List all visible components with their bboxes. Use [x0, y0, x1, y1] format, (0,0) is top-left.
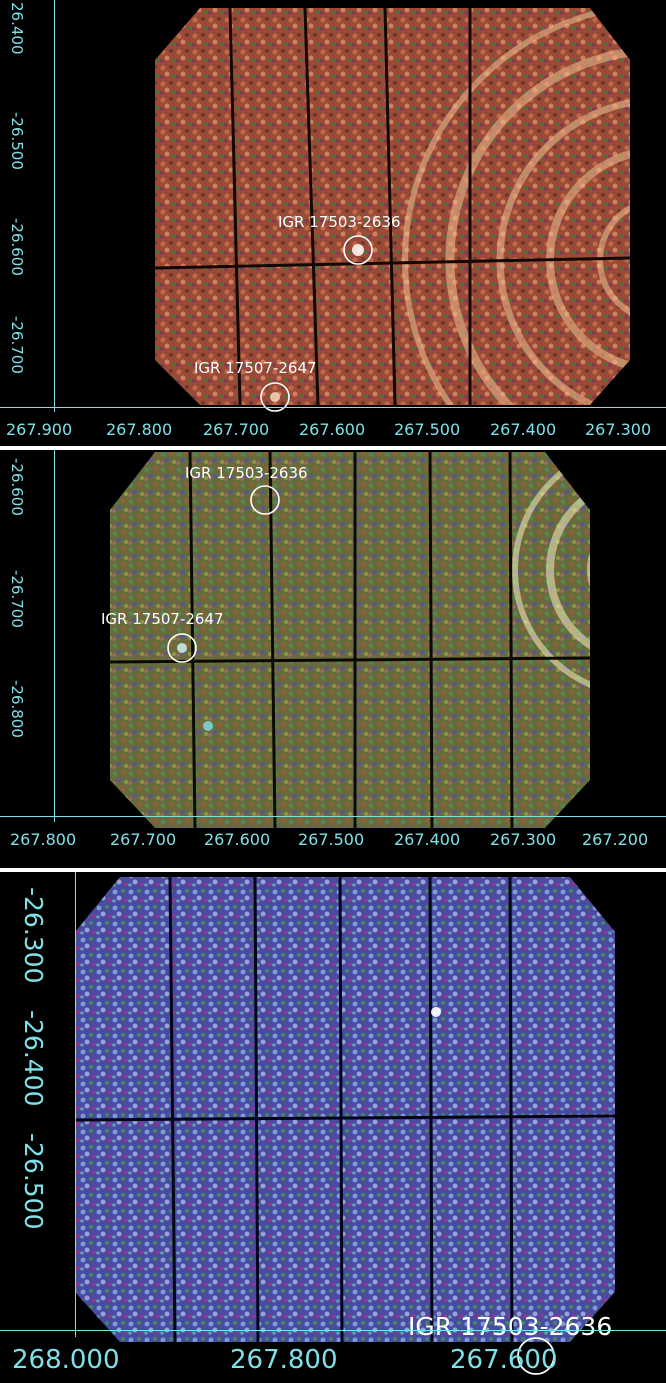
xray-image-panel-3 [75, 877, 615, 1375]
y-tick-label: -26.300 [19, 887, 48, 984]
source-circle-a [250, 485, 280, 515]
x-tick-label: 267.800 [10, 830, 77, 849]
y-axis-line [54, 0, 55, 412]
detector-field [75, 877, 615, 1342]
y-axis-line [54, 450, 55, 822]
detector-field [110, 452, 590, 828]
x-tick-label: 267.700 [203, 420, 270, 439]
y-tick-label: -26.600 [8, 218, 26, 276]
x-axis-line [0, 1330, 666, 1331]
source-label: IGR 17503-2636 [408, 1312, 613, 1341]
x-tick-label: 267.600 [299, 420, 366, 439]
x-tick-label: 267.400 [394, 830, 461, 849]
xray-image-panel-2 [110, 452, 590, 828]
x-tick-label: 267.300 [490, 830, 557, 849]
x-tick-label: 267.300 [585, 420, 652, 439]
x-tick-label: 267.500 [298, 830, 365, 849]
x-tick-label: 267.800 [230, 1345, 338, 1375]
y-tick-label: -26.400 [19, 1010, 48, 1107]
chip-gaps [155, 8, 630, 405]
y-axis-line [75, 872, 76, 1337]
x-tick-label: 268.000 [12, 1345, 120, 1375]
y-tick-label: -26.700 [8, 316, 26, 374]
x-axis-line [0, 816, 666, 817]
y-tick-label: -26.600 [8, 458, 26, 516]
source-circle-b [260, 382, 290, 412]
x-tick-label: 267.600 [204, 830, 271, 849]
y-tick-label: -26.500 [8, 112, 26, 170]
panel-2: IGR 17503-2636 IGR 17507-2647 -26.600 -2… [0, 450, 666, 868]
source-circle-a [343, 235, 373, 265]
y-tick-label: -26.700 [8, 570, 26, 628]
x-axis-line [0, 407, 666, 408]
source-label: IGR 17507-2647 [194, 359, 317, 377]
source-label: IGR 17503-2636 [278, 213, 401, 231]
x-tick-label: 267.600 [450, 1345, 558, 1375]
x-tick-label: 267.900 [6, 420, 73, 439]
source-circle-b [167, 633, 197, 663]
x-tick-label: 267.700 [110, 830, 177, 849]
source-label: IGR 17503-2636 [185, 464, 308, 482]
panel-separator [0, 868, 666, 872]
chip-gaps [75, 877, 615, 1342]
source-circle-a [517, 1337, 555, 1375]
panel-separator [0, 446, 666, 450]
x-tick-label: 267.800 [106, 420, 173, 439]
panel-3: IGR 17503-2636 -26.300 -26.400 -26.500 2… [0, 872, 666, 1383]
x-tick-label: 267.500 [394, 420, 461, 439]
stray-light-arcs [512, 452, 590, 698]
xray-image-panel-1 [155, 8, 630, 412]
y-tick-label: -26.500 [19, 1133, 48, 1230]
x-tick-label: 267.400 [490, 420, 557, 439]
chip-gaps [110, 452, 590, 828]
y-tick-label: 26.400 [8, 2, 26, 55]
panel-1: IGR 17503-2636 IGR 17507-2647 26.400 -26… [0, 0, 666, 446]
y-tick-label: -26.800 [8, 680, 26, 738]
x-tick-label: 267.200 [582, 830, 649, 849]
source-label: IGR 17507-2647 [101, 610, 224, 628]
